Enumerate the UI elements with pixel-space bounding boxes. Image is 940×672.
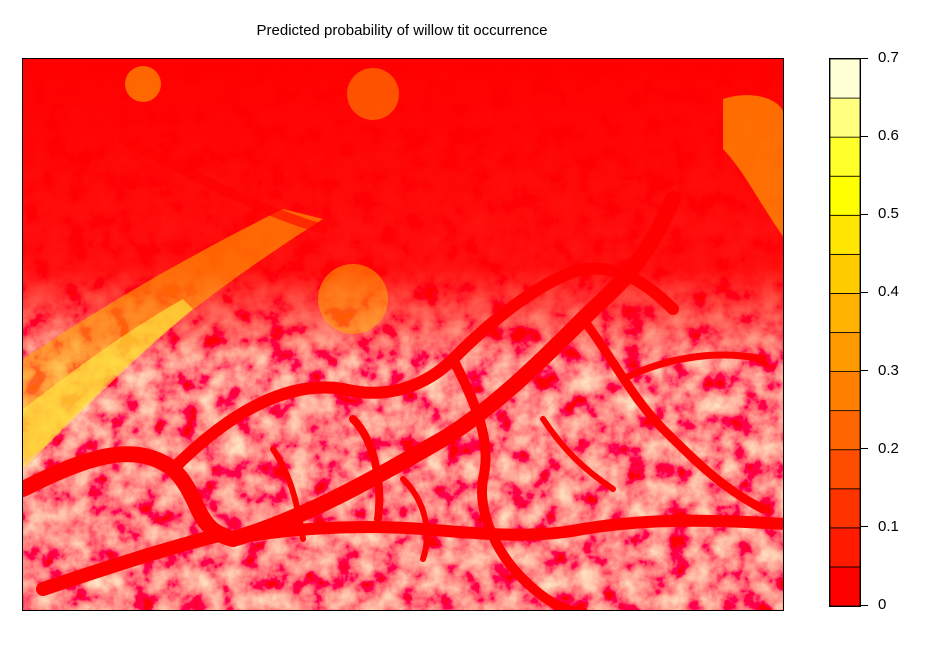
colorbar-tick-mark	[861, 135, 868, 137]
colorbar-bin	[830, 527, 860, 568]
colorbar-bin	[830, 253, 860, 294]
colorbar-bin	[830, 293, 860, 333]
colorbar-tick-mark	[861, 526, 868, 528]
colorbar	[829, 58, 861, 607]
colorbar-bin	[830, 449, 860, 490]
colorbar-tick-label: 0.1	[878, 517, 899, 535]
colorbar-tick-label: 0.3	[878, 361, 899, 379]
colorbar-tick-mark	[861, 370, 868, 372]
colorbar-tick-label: 0.5	[878, 205, 899, 223]
colorbar-bin	[830, 566, 860, 606]
colorbar-bin	[830, 59, 860, 99]
probability-map	[22, 58, 784, 611]
colorbar-tick-label: 0.2	[878, 439, 899, 457]
colorbar-tick-label: 0	[878, 596, 887, 613]
plot-title: Predicted probability of willow tit occu…	[256, 22, 548, 39]
colorbar-bin	[830, 175, 860, 216]
colorbar-bin	[830, 371, 860, 412]
colorbar-bin	[830, 136, 860, 177]
colorbar-tick-mark	[861, 291, 868, 293]
colorbar-bin	[830, 332, 860, 372]
colorbar-tick-label: 0.7	[878, 49, 899, 66]
colorbar-tick-mark	[861, 604, 868, 606]
colorbar-tick-label: 0.6	[878, 127, 899, 145]
colorbar-tick-label: 0.4	[878, 283, 899, 301]
colorbar-tick-mark	[861, 448, 868, 450]
colorbar-bin	[830, 488, 860, 529]
colorbar-tick-mark	[861, 213, 868, 215]
colorbar-bin	[830, 97, 860, 138]
colorbar-bin	[830, 214, 860, 255]
colorbar-tick-mark	[861, 57, 868, 59]
colorbar-bin	[830, 410, 860, 451]
